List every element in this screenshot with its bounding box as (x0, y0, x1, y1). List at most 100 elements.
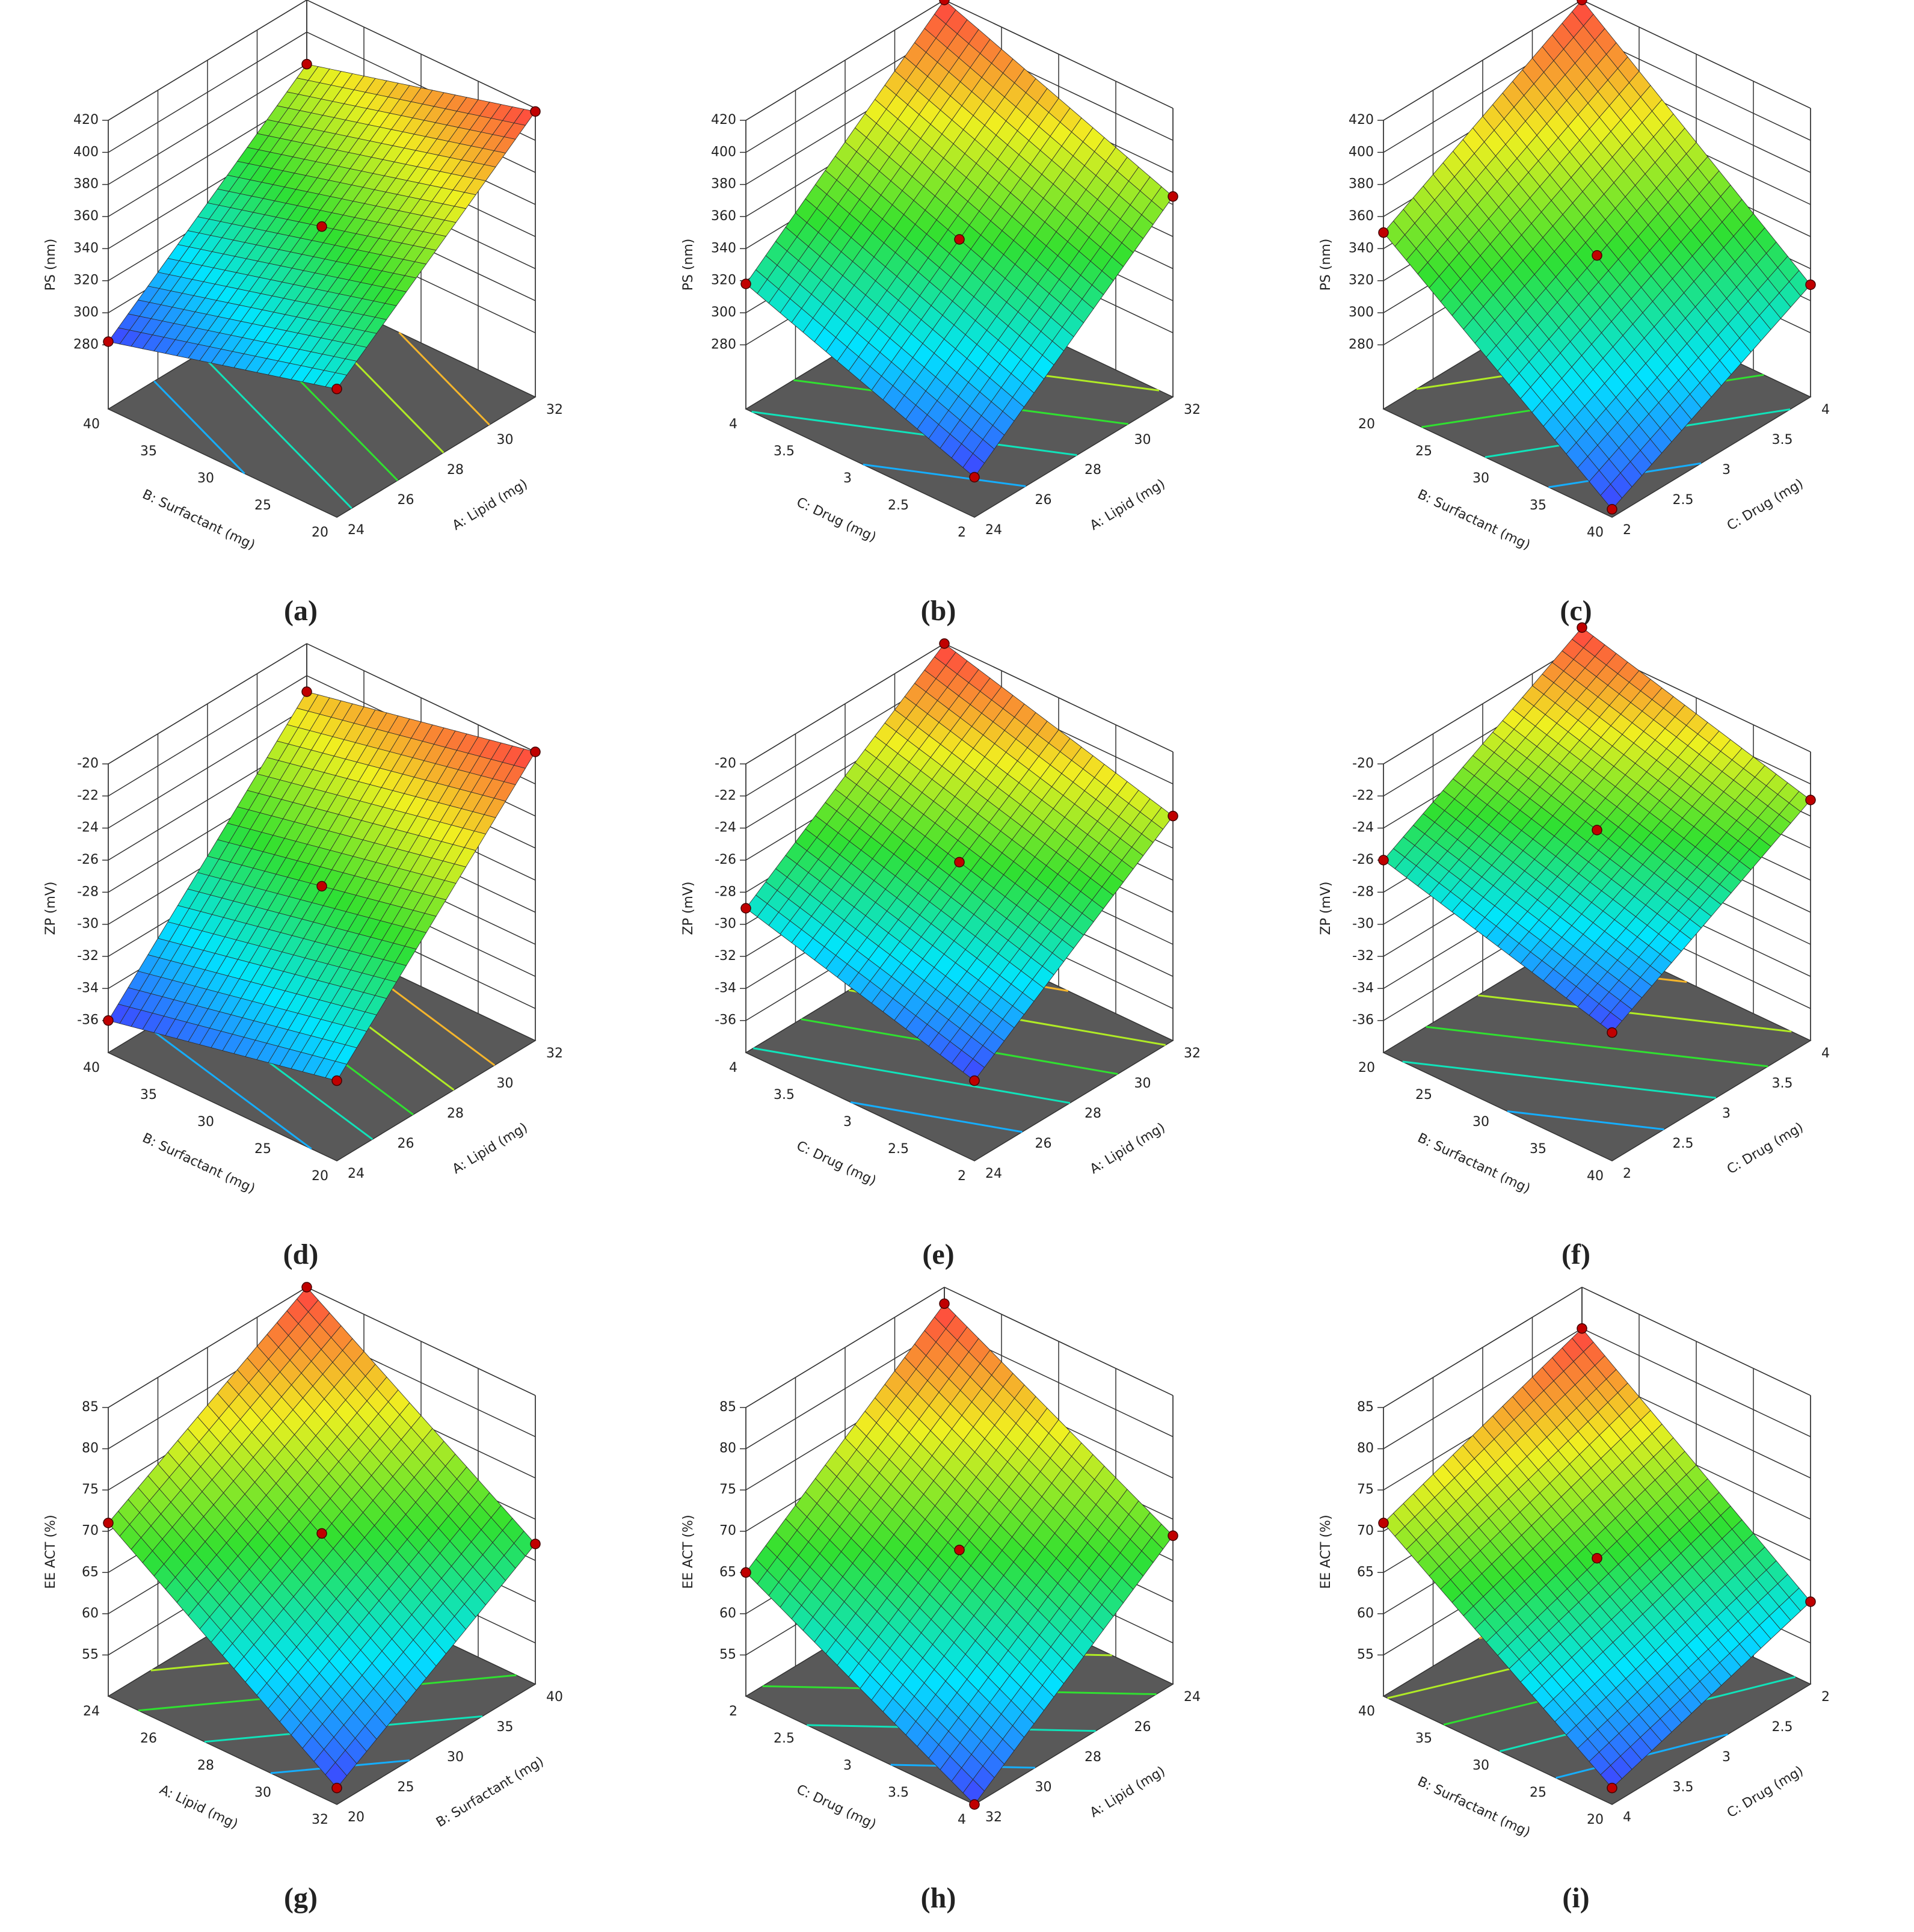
design-point (1805, 1596, 1816, 1607)
left-tick-label: 25 (1415, 1088, 1432, 1103)
left-tick-label: 35 (1530, 498, 1546, 513)
z-tick-label: -20 (1352, 756, 1374, 771)
right-tick-label: 4 (1821, 402, 1830, 417)
left-tick-label: 25 (1530, 1785, 1546, 1800)
left-axis-label: B: Surfactant (mg) (140, 487, 257, 553)
z-tick-label: 65 (82, 1564, 99, 1580)
z-tick-label: 60 (82, 1606, 99, 1621)
z-tick-label: 70 (719, 1524, 736, 1539)
z-tick-label: 380 (1349, 177, 1374, 192)
right-tick-label: 32 (546, 1046, 563, 1061)
left-tick-label: 30 (1472, 471, 1489, 486)
z-axis-label: ZP (mV) (43, 882, 58, 935)
right-tick-label: 24 (348, 1166, 365, 1181)
panel-label: (b) (921, 595, 956, 627)
floor-contour (199, 352, 352, 509)
z-tick-label: -32 (1352, 949, 1374, 964)
design-point (1592, 250, 1602, 261)
left-tick-label: 3 (843, 1115, 852, 1130)
z-tick-label: 340 (711, 241, 736, 256)
z-tick-label: 320 (1349, 273, 1374, 288)
z-tick-label: 300 (73, 305, 99, 320)
design-point (1592, 825, 1602, 835)
right-tick-label: 32 (1184, 1046, 1201, 1061)
left-tick-label: 2 (958, 525, 966, 540)
panel: 55 60 65 70 75 80 85 EE ACT (%) 2 2.5 3 3.5 4 24 26 28 3… (681, 1287, 1201, 1914)
z-tick-label: 80 (82, 1441, 99, 1456)
z-tick-label: 360 (711, 209, 736, 224)
design-point (530, 746, 541, 757)
design-point (331, 1782, 342, 1794)
left-tick-label: 35 (140, 444, 157, 459)
right-tick-label: 3.5 (1772, 432, 1793, 448)
z-tick-label: -32 (77, 949, 99, 964)
right-tick-label: 3 (1722, 1750, 1731, 1765)
z-tick-label: -32 (715, 949, 736, 964)
z-tick-label: -28 (1352, 884, 1374, 899)
right-tick-label: 30 (1134, 432, 1151, 448)
z-tick-label: -28 (715, 884, 736, 899)
left-tick-label: 20 (1587, 1812, 1604, 1827)
design-point (939, 0, 950, 5)
left-tick-label: 30 (197, 1115, 214, 1130)
left-tick-label: 25 (254, 498, 271, 513)
right-tick-label: 4 (1821, 1046, 1830, 1061)
z-axis-label: ZP (mV) (1319, 882, 1334, 935)
right-tick-label: 25 (398, 1780, 414, 1795)
z-tick-label: 380 (711, 177, 736, 192)
left-tick-label: 30 (1472, 1115, 1489, 1130)
surface (108, 691, 536, 1081)
design-point (1805, 795, 1816, 805)
panel: 55 60 65 70 75 80 85 EE ACT (%) 20 25 30 35 40 2 2.5 3 3… (1319, 1287, 1830, 1914)
design-point (969, 1075, 980, 1086)
design-point (740, 903, 751, 914)
left-tick-label: 35 (1530, 1142, 1546, 1157)
floor-contour (751, 411, 1077, 457)
design-point (1577, 622, 1587, 633)
right-tick-label: 32 (546, 402, 563, 417)
right-tick-label: 24 (985, 1166, 1002, 1181)
left-tick-label: 26 (140, 1731, 157, 1746)
surface (108, 64, 536, 390)
z-tick-label: 80 (719, 1441, 736, 1456)
left-tick-label: 3 (843, 471, 852, 486)
design-point (530, 1539, 541, 1549)
panel-label: (a) (284, 595, 318, 627)
z-tick-label: -34 (77, 980, 99, 995)
panel: -36 -34 -32 -30 -28 -26 -24 -22 -20 ZP (mV) 20 25 30… (1319, 622, 1830, 1270)
right-axis-label: A: Lipid (mg) (1088, 476, 1168, 533)
design-point (954, 1545, 965, 1555)
left-tick-label: 24 (83, 1704, 100, 1719)
left-tick-label: 30 (254, 1785, 271, 1800)
floor-contour (148, 1027, 312, 1150)
panel: 280 300 320 340 360 380 400 420 PS (nm) 2 2.5 3 3.5 4… (681, 0, 1201, 627)
left-tick-label: 40 (83, 417, 100, 432)
left-tick-label: 4 (729, 1060, 737, 1075)
left-tick-label: 35 (1415, 1731, 1432, 1746)
surface-cell (962, 453, 985, 478)
left-tick-label: 2.5 (774, 1731, 795, 1746)
z-tick-label: 55 (82, 1647, 99, 1662)
right-tick-label: 2.5 (1772, 1720, 1793, 1735)
right-tick-label: 28 (447, 1106, 464, 1121)
surface-cell (325, 372, 348, 390)
z-tick-label: 380 (73, 177, 99, 192)
right-tick-label: 4 (1623, 1810, 1631, 1825)
z-tick-label: 70 (82, 1524, 99, 1539)
z-tick-label: 85 (1357, 1400, 1374, 1415)
design-point (1577, 1323, 1587, 1334)
z-tick-label: -30 (1352, 917, 1374, 932)
z-tick-label: 55 (719, 1647, 736, 1662)
design-point (103, 1015, 114, 1026)
left-tick-label: 30 (1472, 1758, 1489, 1773)
right-tick-label: 40 (546, 1690, 563, 1705)
z-tick-label: -34 (715, 980, 736, 995)
left-tick-label: 20 (312, 525, 328, 540)
left-tick-label: 2 (958, 1169, 966, 1184)
design-point (316, 881, 327, 892)
right-tick-label: 26 (398, 493, 414, 508)
right-tick-label: 28 (447, 463, 464, 478)
z-tick-label: -30 (715, 917, 736, 932)
